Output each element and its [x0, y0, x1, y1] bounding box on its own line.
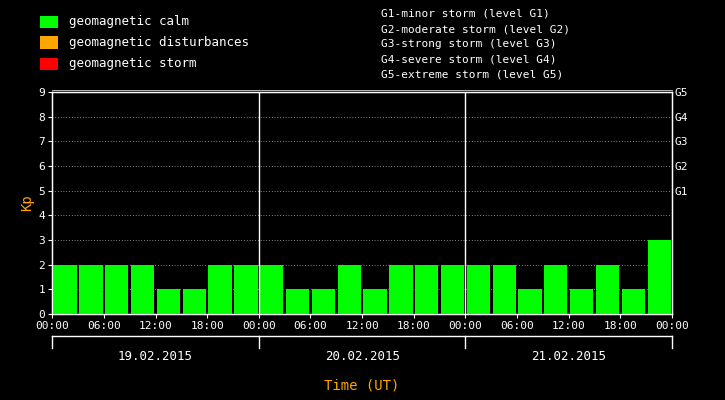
Text: geomagnetic calm: geomagnetic calm — [69, 16, 189, 28]
Text: G4-severe storm (level G4): G4-severe storm (level G4) — [381, 55, 556, 65]
Bar — [492, 265, 515, 314]
Text: G2-moderate storm (level G2): G2-moderate storm (level G2) — [381, 24, 570, 34]
Bar — [363, 289, 386, 314]
Bar — [338, 265, 361, 314]
Text: 20.02.2015: 20.02.2015 — [325, 350, 399, 363]
Bar — [518, 289, 542, 314]
Y-axis label: Kp: Kp — [20, 195, 34, 211]
Bar — [596, 265, 619, 314]
Bar — [260, 265, 283, 314]
Bar — [647, 240, 671, 314]
Bar — [79, 265, 102, 314]
Bar — [312, 289, 335, 314]
Text: geomagnetic disturbances: geomagnetic disturbances — [69, 36, 249, 49]
Bar — [157, 289, 180, 314]
Text: G5-extreme storm (level G5): G5-extreme storm (level G5) — [381, 70, 563, 80]
Bar — [105, 265, 128, 314]
Text: 19.02.2015: 19.02.2015 — [118, 350, 193, 363]
Bar — [570, 289, 593, 314]
Text: 21.02.2015: 21.02.2015 — [531, 350, 606, 363]
Text: G1-minor storm (level G1): G1-minor storm (level G1) — [381, 9, 550, 19]
Bar — [622, 289, 645, 314]
Bar — [131, 265, 154, 314]
Bar — [544, 265, 568, 314]
Bar — [441, 265, 464, 314]
Text: G3-strong storm (level G3): G3-strong storm (level G3) — [381, 39, 556, 49]
Bar — [234, 265, 257, 314]
Bar — [183, 289, 206, 314]
Text: geomagnetic storm: geomagnetic storm — [69, 58, 196, 70]
Bar — [389, 265, 413, 314]
Bar — [415, 265, 439, 314]
Bar — [467, 265, 490, 314]
Bar — [286, 289, 309, 314]
Bar — [209, 265, 232, 314]
Bar — [54, 265, 77, 314]
Text: Time (UT): Time (UT) — [325, 379, 399, 393]
